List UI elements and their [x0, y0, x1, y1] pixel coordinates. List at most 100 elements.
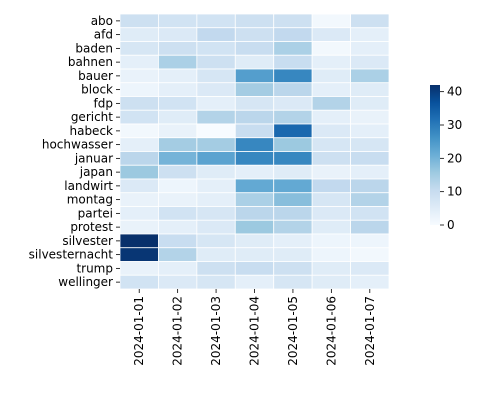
heatmap-cell: [196, 82, 236, 97]
y-tick-label: hochwasser: [42, 138, 113, 152]
colorbar: 0 10 20 30 40: [430, 85, 462, 232]
heatmap-cell: [196, 206, 236, 221]
heatmap-cell: [234, 261, 275, 276]
x-tick-label: 2024-01-04: [248, 296, 262, 366]
heatmap-cell: [350, 123, 390, 139]
heatmap-cell: [158, 27, 198, 42]
heatmap-cell: [158, 68, 198, 84]
heatmap-cell: [196, 96, 236, 111]
heatmap-cell: [350, 261, 390, 276]
heatmap-cell: [311, 247, 351, 262]
heatmap-cell: [311, 151, 351, 166]
heatmap-cell: [234, 178, 275, 194]
heatmap-cell: [273, 13, 313, 29]
heatmap-cell: [119, 96, 159, 111]
y-tick-label: japan: [79, 165, 113, 179]
heatmap-cell: [311, 96, 351, 111]
heatmap-cell: [350, 82, 390, 97]
heatmap-cell: [311, 219, 351, 235]
heatmap-cell: [311, 54, 351, 70]
heatmap-cell: [350, 192, 390, 207]
heatmap-cell: [196, 164, 236, 180]
heatmap-cell: [273, 206, 313, 221]
heatmap-cell: [158, 219, 198, 235]
heatmap-cell: [273, 109, 313, 125]
x-tick-label: 2024-01-06: [324, 296, 338, 366]
heatmap-cell: [158, 274, 198, 290]
heatmap-cell: [119, 219, 159, 235]
y-tick-label: partei: [78, 206, 113, 220]
x-tick-label: 2024-01-02: [171, 296, 185, 366]
heatmap-cell: [311, 206, 351, 221]
y-tick-label: bauer: [78, 69, 113, 83]
heatmap-cell: [350, 274, 390, 290]
x-tick-label: 2024-01-03: [209, 296, 223, 366]
heatmap-cell: [158, 261, 198, 276]
heatmap-cell: [311, 137, 351, 152]
heatmap-cell: [273, 123, 313, 139]
heatmap-cell: [119, 27, 159, 42]
heatmap-cell: [350, 96, 390, 111]
heatmap-cell: [119, 82, 159, 97]
y-axis-labels: aboafdbadenbahnenbauerblockfdpgerichthab…: [29, 14, 120, 289]
heatmap-cell: [196, 274, 236, 290]
y-tick-label: bahnen: [68, 55, 113, 69]
heatmap-cell: [119, 123, 159, 139]
heatmap-cell: [234, 68, 275, 84]
y-tick-label: wellinger: [58, 275, 113, 289]
y-tick-label: block: [81, 83, 113, 97]
heatmap-cell: [350, 233, 390, 249]
heatmap-cell: [196, 68, 236, 84]
colorbar-tick-label: 20: [447, 151, 462, 165]
heatmap-cell: [350, 219, 390, 235]
y-tick-label: baden: [75, 41, 113, 55]
heatmap-cell: [273, 27, 313, 42]
heatmap-cell: [350, 164, 390, 180]
heatmap-cell: [234, 274, 275, 290]
heatmap-cell: [234, 109, 275, 125]
heatmap-cell: [158, 41, 198, 56]
y-tick-label: trump: [76, 261, 113, 275]
heatmap-cell: [350, 68, 390, 84]
heatmap-cell: [158, 137, 198, 152]
heatmap-cell: [273, 233, 313, 249]
heatmap-cell: [273, 68, 313, 84]
heatmap-cell: [196, 123, 236, 139]
heatmap-cell: [158, 206, 198, 221]
heatmap-cell: [311, 123, 351, 139]
heatmap-cell: [311, 261, 351, 276]
heatmap-cell: [273, 274, 313, 290]
heatmap-cell: [158, 13, 198, 29]
heatmap-cell: [234, 192, 275, 207]
heatmap-cell: [234, 206, 275, 221]
heatmap-cell: [119, 192, 159, 207]
heatmap-cell: [158, 151, 198, 166]
heatmap-cell: [158, 96, 198, 111]
heatmap-cell: [119, 178, 159, 194]
heatmap-cell: [196, 178, 236, 194]
heatmap-cell: [311, 41, 351, 56]
colorbar-tick-label: 10: [447, 185, 462, 199]
heatmap-cell: [273, 151, 313, 166]
heatmap-cell: [119, 13, 159, 29]
heatmap-cell: [350, 27, 390, 42]
heatmap-cell: [234, 13, 275, 29]
heatmap-cell: [273, 219, 313, 235]
heatmap-cell: [196, 109, 236, 125]
heatmap-cell: [158, 109, 198, 125]
heatmap-cell: [234, 41, 275, 56]
y-tick-label: januar: [74, 151, 113, 165]
heatmap-cell: [234, 164, 275, 180]
heatmap-cell: [196, 27, 236, 42]
heatmap-cell: [350, 137, 390, 152]
heatmap-cell: [158, 233, 198, 249]
heatmap-cell: [234, 137, 275, 152]
heatmap-cell: [273, 137, 313, 152]
heatmap-cell: [196, 41, 236, 56]
heatmap-cell: [158, 192, 198, 207]
y-tick-label: montag: [67, 193, 113, 207]
heatmap-cell: [119, 164, 159, 180]
heatmap-cell: [196, 219, 236, 235]
heatmap-cell: [273, 96, 313, 111]
heatmap-cell: [234, 96, 275, 111]
